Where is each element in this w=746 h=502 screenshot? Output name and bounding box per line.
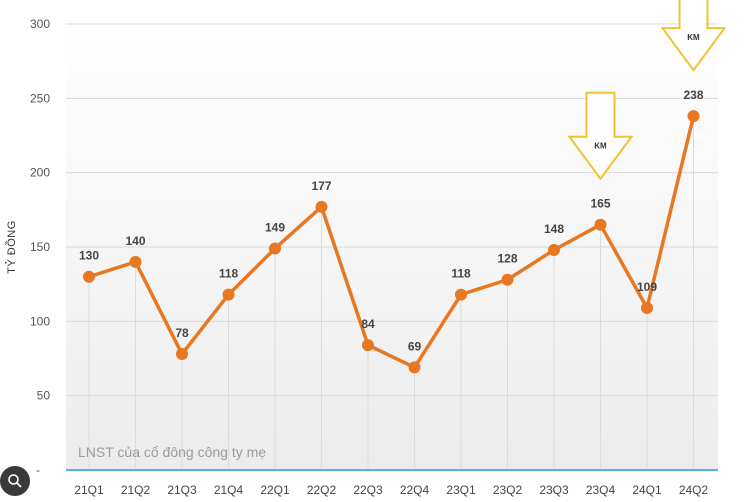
data-label: 177 (311, 179, 331, 193)
x-tick-label: 21Q3 (167, 483, 197, 497)
data-label: 140 (125, 234, 145, 248)
series-line (88, 115, 696, 370)
data-point (501, 273, 514, 286)
data-point (222, 288, 235, 301)
data-label: 118 (451, 267, 471, 281)
data-point (129, 255, 142, 268)
data-point (594, 218, 607, 231)
data-label: 130 (79, 249, 99, 263)
data-label: 148 (544, 222, 564, 236)
x-tick-label: 23Q2 (493, 483, 523, 497)
y-tick-label: 100 (30, 314, 50, 328)
x-tick-label: 21Q1 (74, 483, 104, 497)
data-label: 118 (219, 267, 239, 281)
y-tick-zero-mark: - (36, 463, 40, 477)
x-tick-label: 21Q4 (214, 483, 244, 497)
series-lnst (83, 110, 700, 374)
x-tick-label: 23Q4 (586, 483, 616, 497)
km-label: KM (687, 33, 700, 42)
chart-annotation: LNST của cổ đông công ty mẹ (78, 444, 266, 460)
x-tick-label: 23Q3 (539, 483, 569, 497)
km-arrow-icon (660, 0, 727, 72)
gridlines (66, 23, 718, 397)
data-point (455, 288, 467, 301)
y-tick-labels: 50 100 150 200 250 300 - (30, 17, 50, 477)
y-tick-label: 150 (30, 240, 50, 254)
data-point (269, 242, 281, 255)
data-label: 84 (361, 317, 375, 331)
x-tick-label: 21Q2 (121, 483, 151, 497)
data-point (362, 339, 374, 352)
x-tick-label: 22Q3 (353, 483, 383, 497)
data-label: 78 (175, 326, 189, 340)
x-tick-label: 22Q2 (307, 483, 337, 497)
data-point (687, 110, 700, 123)
data-point (315, 200, 328, 213)
y-tick-label: 50 (37, 389, 51, 403)
data-point (548, 243, 560, 256)
data-point (641, 301, 653, 314)
km-arrow-icon (567, 91, 634, 181)
data-point (408, 361, 421, 374)
x-tick-label: 23Q1 (446, 483, 476, 497)
km-label: KM (594, 142, 607, 151)
category-lines (88, 116, 694, 470)
y-tick-label: 200 (30, 166, 50, 180)
data-label: 149 (265, 220, 285, 234)
data-point (83, 270, 95, 283)
data-point (176, 348, 188, 361)
km-markers: KM KM (567, 0, 727, 181)
x-tick-label: 22Q1 (260, 483, 290, 497)
search-zoom-icon[interactable] (0, 466, 30, 496)
y-tick-label: 250 (30, 91, 50, 105)
x-tick-labels: 21Q1 21Q2 21Q3 21Q4 22Q1 22Q2 22Q3 22Q4 23Q1 23Q2… (74, 483, 708, 497)
data-label: 165 (590, 197, 610, 211)
data-label: 128 (497, 252, 517, 266)
x-tick-label: 24Q1 (632, 483, 662, 497)
data-labels: 130 140 78 118 149 177 84 69 118 128 148 165 109 238 (79, 88, 704, 353)
y-tick-label: 300 (30, 17, 50, 31)
x-tick-label: 22Q4 (400, 483, 430, 497)
x-tick-label: 24Q2 (679, 483, 709, 497)
data-label: 238 (683, 88, 703, 102)
data-label: 109 (637, 280, 657, 294)
y-axis-label: TỶ ĐỒNG (5, 220, 18, 274)
data-label: 69 (408, 339, 422, 353)
